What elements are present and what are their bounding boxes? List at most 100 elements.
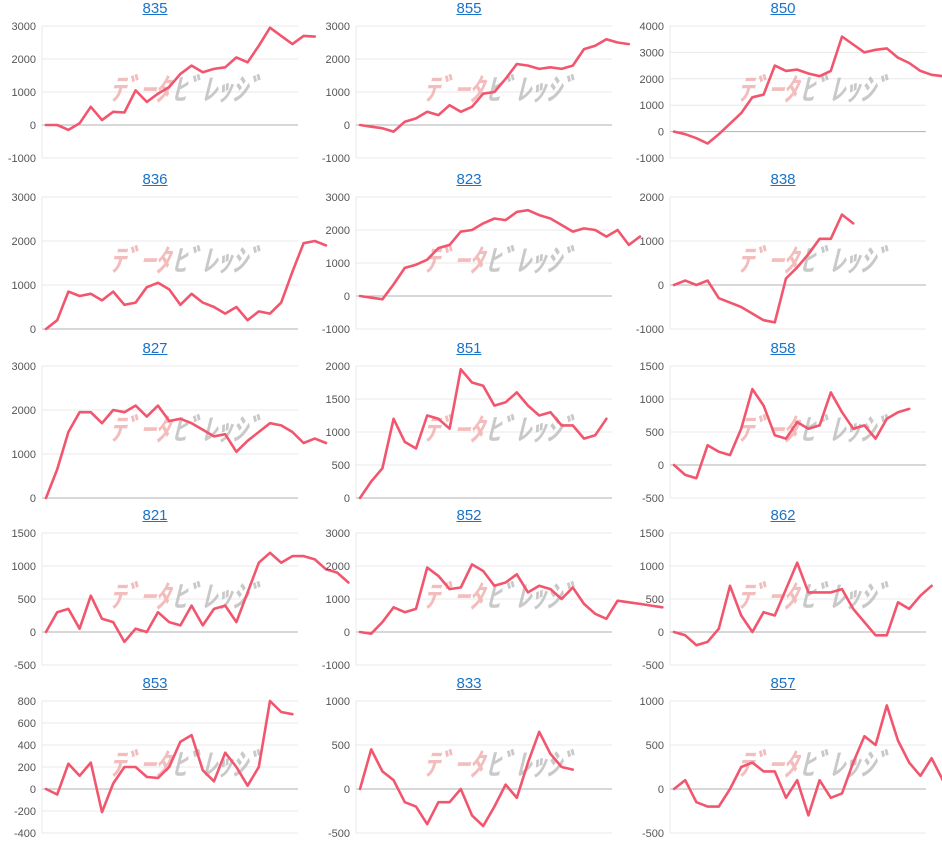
y-tick-label: -1000: [8, 153, 36, 165]
series-line: [358, 208, 642, 301]
series-line: [358, 367, 608, 500]
y-tick-label: 500: [646, 427, 664, 439]
chart-title-link[interactable]: 857: [770, 675, 796, 692]
chart-panel: 833 -500 0 500 1000 ﾃﾞｰﾀ ﾋﾞﾚｯｼﾞ: [314, 675, 624, 840]
y-tick-label: 500: [332, 740, 350, 752]
y-tick-label: 0: [658, 627, 664, 639]
y-tick-label: 1500: [326, 394, 350, 406]
chart-title-link[interactable]: 858: [770, 340, 796, 357]
y-tick-label: 1000: [640, 100, 664, 112]
y-tick-label: 0: [658, 784, 664, 796]
y-tick-label: 0: [344, 627, 350, 639]
y-tick-label: 0: [344, 291, 350, 303]
chart-title-link[interactable]: 853: [142, 675, 168, 692]
y-tick-label: 1500: [640, 361, 664, 373]
watermark-left: ﾃﾞｰﾀ: [110, 244, 174, 278]
series-line: [358, 37, 631, 133]
watermark-right: ﾋﾞﾚｯｼﾞ: [172, 244, 262, 278]
chart-title-link[interactable]: 833: [456, 675, 482, 692]
y-tick-label: 0: [344, 493, 350, 505]
watermark-right: ﾋﾞﾚｯｼﾞ: [486, 413, 576, 447]
y-tick-label: 1000: [326, 87, 350, 99]
y-tick-label: 2000: [326, 561, 350, 573]
y-tick-label: 3000: [326, 21, 350, 33]
y-tick-label: 500: [332, 460, 350, 472]
y-tick-label: 1000: [12, 280, 36, 292]
chart-title-link[interactable]: 836: [142, 171, 168, 188]
chart-title-link[interactable]: 862: [770, 507, 796, 524]
y-tick-label: 2000: [326, 225, 350, 237]
chart-title-link[interactable]: 852: [456, 507, 482, 524]
y-tick-label: -1000: [322, 324, 350, 336]
y-tick-label: 0: [344, 784, 350, 796]
chart-panel: 838 -1000 0 1000 2000 ﾃﾞｰﾀ ﾋﾞﾚｯｼﾞ: [628, 171, 938, 336]
watermark-right: ﾋﾞﾚｯｼﾞ: [486, 244, 576, 278]
y-tick-label: 3000: [12, 21, 36, 33]
y-tick-label: -500: [328, 828, 350, 840]
watermark-left: ﾃﾞｰﾀ: [424, 73, 488, 107]
chart-title-link[interactable]: 838: [770, 171, 796, 188]
chart-panel: 852 -1000 0 1000 2000 3000 ﾃﾞｰﾀ ﾋﾞﾚｯｼﾞ: [314, 507, 664, 672]
y-tick-label: 1000: [326, 696, 350, 708]
y-tick-label: 3000: [12, 192, 36, 204]
chart-title-link[interactable]: 823: [456, 171, 482, 188]
series-line: [672, 387, 911, 480]
y-tick-label: 1000: [640, 696, 664, 708]
chart-title-link[interactable]: 850: [770, 0, 796, 17]
y-tick-label: 2000: [640, 192, 664, 204]
chart-panel: 821 -500 0 500 1000 1500 ﾃﾞｰﾀ ﾋﾞﾚｯｼﾞ: [0, 507, 350, 672]
series-line: [44, 26, 317, 132]
chart-title-link[interactable]: 851: [456, 340, 482, 357]
y-tick-label: 1500: [12, 528, 36, 540]
chart-title-link[interactable]: 827: [142, 340, 168, 357]
y-tick-label: 500: [646, 740, 664, 752]
watermark-left: ﾃﾞｰﾀ: [424, 580, 488, 614]
watermark-right: ﾋﾞﾚｯｼﾞ: [172, 73, 262, 107]
chart-panel: 858 -500 0 500 1000 1500 ﾃﾞｰﾀ ﾋﾞﾚｯｼﾞ: [628, 340, 938, 505]
y-tick-label: 1000: [12, 561, 36, 573]
y-tick-label: 3000: [12, 361, 36, 373]
line-chart: -1000 0 1000 2000 3000 ﾃﾞｰﾀ ﾋﾞﾚｯｼﾞ: [322, 192, 642, 336]
y-tick-label: 1000: [640, 394, 664, 406]
y-tick-label: 0: [30, 324, 36, 336]
line-chart: -1000 0 1000 2000 3000 ﾃﾞｰﾀ ﾋﾞﾚｯｼﾞ: [322, 21, 631, 165]
series-line: [44, 239, 328, 331]
y-tick-label: -1000: [322, 660, 350, 672]
y-tick-label: 500: [18, 594, 36, 606]
y-tick-label: 3000: [326, 528, 350, 540]
y-tick-label: -1000: [636, 324, 664, 336]
y-tick-label: 0: [658, 460, 664, 472]
y-tick-label: -400: [14, 828, 36, 840]
chart-title-link[interactable]: 821: [142, 507, 168, 524]
chart-panel: 862 -500 0 500 1000 1500 ﾃﾞｰﾀ ﾋﾞﾚｯｼﾞ: [628, 507, 938, 672]
series-line: [672, 213, 855, 324]
y-tick-label: 800: [18, 696, 36, 708]
y-tick-label: 0: [30, 627, 36, 639]
watermark-left: ﾃﾞｰﾀ: [110, 413, 174, 447]
y-tick-label: 2000: [12, 236, 36, 248]
y-tick-label: 1000: [12, 449, 36, 461]
y-tick-label: -500: [642, 828, 664, 840]
y-tick-label: 0: [30, 120, 36, 132]
y-tick-label: 200: [18, 762, 36, 774]
watermark-right: ﾋﾞﾚｯｼﾞ: [172, 413, 262, 447]
series-line: [672, 35, 942, 145]
y-tick-label: 2000: [12, 54, 36, 66]
y-tick-label: -200: [14, 806, 36, 818]
chart-title-link[interactable]: 855: [456, 0, 482, 17]
y-tick-label: 1000: [326, 594, 350, 606]
series-line: [44, 551, 350, 644]
y-tick-label: 0: [30, 784, 36, 796]
y-tick-label: -1000: [322, 153, 350, 165]
y-tick-label: 400: [18, 740, 36, 752]
chart-title-link[interactable]: 835: [142, 0, 168, 17]
y-tick-label: -500: [14, 660, 36, 672]
series-line: [672, 561, 933, 647]
y-tick-label: 3000: [326, 192, 350, 204]
